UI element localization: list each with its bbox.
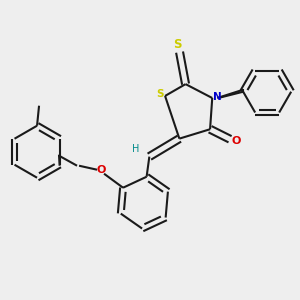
Text: O: O: [231, 136, 241, 146]
Text: S: S: [156, 89, 164, 99]
Text: N: N: [213, 92, 222, 102]
Text: H: H: [132, 144, 139, 154]
Text: O: O: [96, 165, 106, 175]
Text: S: S: [173, 38, 182, 51]
